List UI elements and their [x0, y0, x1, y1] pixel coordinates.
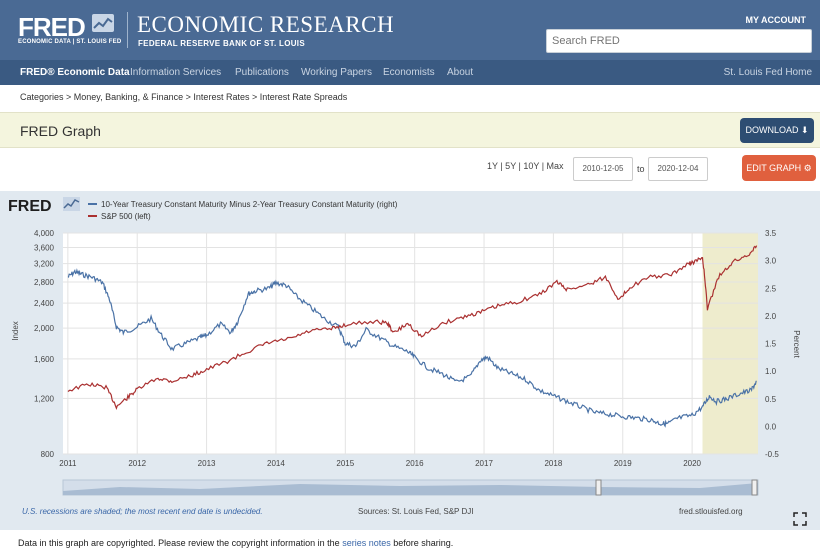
- right-tick-label: 2.5: [765, 284, 777, 293]
- gridlines: [63, 232, 758, 455]
- breadcrumb[interactable]: Categories > Money, Banking, & Finance >…: [20, 92, 348, 102]
- page-title: FRED Graph: [20, 123, 101, 139]
- graph-title-bar: FRED Graph DOWNLOAD ⬇: [0, 112, 820, 148]
- left-tick-label: 2,400: [34, 299, 55, 308]
- edit-graph-button[interactable]: EDIT GRAPH ⚙: [742, 155, 816, 181]
- left-tick-label: 4,000: [34, 229, 55, 238]
- right-tick-label: 2.0: [765, 312, 777, 321]
- legend-sp500: S&P 500 (left): [101, 212, 151, 221]
- left-tick-label: 1,600: [34, 355, 55, 364]
- right-tick-label: 0.5: [765, 395, 777, 404]
- left-axis-label: Index: [11, 321, 20, 341]
- download-button[interactable]: DOWNLOAD ⬇: [740, 118, 814, 143]
- x-tick-label: 2015: [336, 459, 354, 468]
- series-line-sp500[interactable]: [67, 245, 758, 411]
- copyright-text-before: Data in this graph are copyrighted. Plea…: [18, 538, 340, 548]
- nav-working-papers[interactable]: Working Papers: [301, 67, 372, 78]
- nav-about[interactable]: About: [447, 67, 474, 78]
- start-date-input[interactable]: 2010-12-05: [573, 157, 633, 181]
- download-icon: ⬇: [800, 125, 809, 135]
- date-range-links[interactable]: 1Y | 5Y | 10Y | Max: [487, 161, 564, 171]
- right-tick-label: 1.0: [765, 367, 777, 376]
- edit-graph-label: EDIT GRAPH: [746, 163, 802, 173]
- fred-logo[interactable]: FRED: [18, 12, 86, 42]
- x-tick-label: 2014: [267, 459, 285, 468]
- gear-icon: ⚙: [803, 163, 812, 173]
- copyright-text-after: before sharing.: [393, 538, 454, 548]
- nav-economists[interactable]: Economists: [383, 67, 435, 78]
- left-tick-label: 1,200: [34, 394, 55, 403]
- nav-information-services[interactable]: Information Services: [130, 67, 222, 78]
- right-tick-label: 3.0: [765, 257, 777, 266]
- x-tick-label: 2020: [683, 459, 701, 468]
- recession-note: U.S. recessions are shaded; the most rec…: [22, 507, 263, 516]
- sources-text: Sources: St. Louis Fed, S&P DJI: [358, 507, 473, 516]
- left-tick-label: 3,600: [34, 243, 55, 252]
- chart-logo-icon: [63, 197, 80, 211]
- fred-logo-subtitle: ECONOMIC DATA | ST. LOUIS FED: [18, 39, 122, 45]
- recession-shading: [702, 233, 758, 454]
- nav-st-louis-fed-home[interactable]: St. Louis Fed Home: [723, 67, 812, 78]
- series-notes-link[interactable]: series notes: [342, 538, 391, 548]
- x-tick-label: 2018: [544, 459, 562, 468]
- header-divider: [127, 12, 128, 48]
- right-axis-label: Percent: [792, 330, 801, 358]
- left-tick-label: 3,200: [34, 260, 55, 269]
- site-subtitle: FEDERAL RESERVE BANK OF ST. LOUIS: [138, 39, 305, 48]
- right-tick-label: -0.5: [765, 450, 779, 459]
- range-slider-preview: [63, 483, 758, 495]
- x-tick-label: 2011: [59, 459, 77, 468]
- right-tick-label: 3.5: [765, 229, 777, 238]
- range-slider-handle-left[interactable]: [595, 479, 602, 496]
- x-axis-ticks: 2011 2012 2013 2014 2015 2016 2017 2018 2019 2020: [59, 459, 701, 468]
- legend-spread: 10-Year Treasury Constant Maturity Minus…: [101, 200, 398, 209]
- left-tick-label: 2,800: [34, 278, 55, 287]
- series-line-spread[interactable]: [67, 268, 757, 428]
- x-tick-label: 2017: [475, 459, 493, 468]
- date-to-label: to: [637, 164, 645, 174]
- download-label: DOWNLOAD: [745, 125, 799, 135]
- right-axis-ticks: 3.5 3.0 2.5 2.0 1.5 1.0 0.5 0.0 -0.5: [765, 229, 779, 459]
- chart-svg: FRED 10-Year Treasury Constant Maturity …: [8, 197, 807, 526]
- left-axis-ticks: 4,000 3,600 3,200 2,800 2,400 2,000 1,600 1,200…: [34, 229, 55, 459]
- end-date-input[interactable]: 2020-12-04: [648, 157, 708, 181]
- chart-fred-logo: FRED: [8, 198, 52, 215]
- chart-panel: FRED 10-Year Treasury Constant Maturity …: [0, 191, 820, 530]
- x-tick-label: 2016: [406, 459, 424, 468]
- left-tick-label: 800: [41, 450, 55, 459]
- site-title[interactable]: ECONOMIC RESEARCH: [137, 12, 395, 37]
- right-tick-label: 1.5: [765, 340, 777, 349]
- range-slider-handle-right[interactable]: [751, 479, 758, 496]
- copyright-notice: Data in this graph are copyrighted. Plea…: [18, 538, 453, 548]
- search-input[interactable]: [546, 29, 812, 53]
- fullscreen-icon[interactable]: [793, 512, 807, 526]
- x-tick-label: 2012: [128, 459, 146, 468]
- my-account-link[interactable]: MY ACCOUNT: [745, 15, 807, 25]
- fred-graph-icon: [92, 14, 114, 32]
- left-tick-label: 2,000: [34, 324, 55, 333]
- x-tick-label: 2013: [198, 459, 216, 468]
- site-header: FRED ECONOMIC DATA | ST. LOUIS FED ECONO…: [0, 0, 820, 60]
- right-tick-label: 0.0: [765, 422, 777, 431]
- x-tick-label: 2019: [614, 459, 632, 468]
- fred-url[interactable]: fred.stlouisfed.org: [679, 507, 743, 516]
- nav-publications[interactable]: Publications: [235, 67, 289, 78]
- main-nav: FRED® Economic Data Information Services…: [0, 60, 820, 85]
- nav-fred[interactable]: FRED® Economic Data: [20, 67, 130, 78]
